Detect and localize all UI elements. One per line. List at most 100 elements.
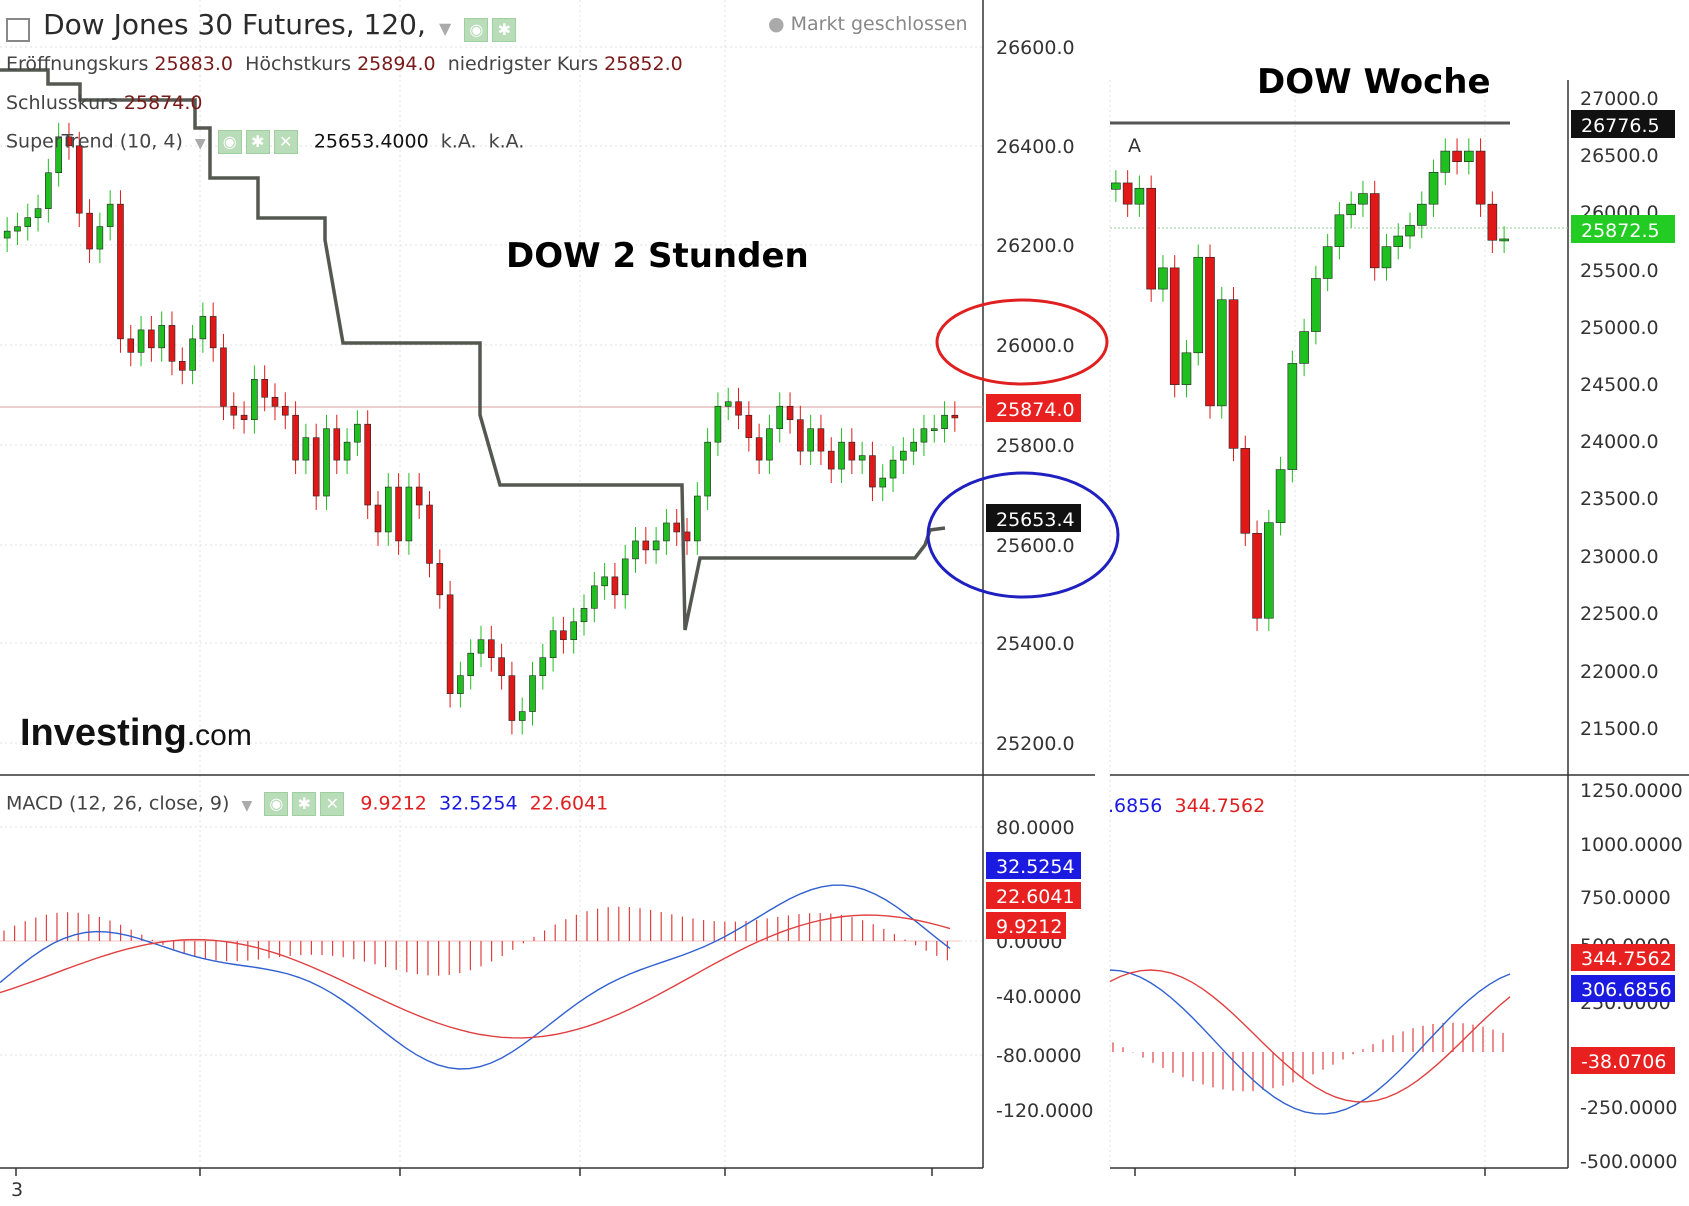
candle-body [766, 428, 773, 461]
candle-body [65, 136, 73, 147]
candle-body [1322, 246, 1333, 279]
svg-text:25800.0: 25800.0 [996, 435, 1075, 457]
candle-body [704, 441, 711, 497]
candle-body [364, 423, 371, 506]
candle-body [951, 414, 959, 419]
weekly-close-badge [1571, 215, 1675, 243]
svg-text:25653.4: 25653.4 [996, 509, 1075, 531]
candle-body [1499, 238, 1509, 242]
candle-body [889, 459, 897, 479]
candle-body [838, 441, 845, 470]
candle-body [405, 486, 413, 542]
macd-legend: MACD (12, 26, close, 9) ▼ ◉ ✱ ✕ 9.9212 32.… [6, 792, 609, 816]
close-icon[interactable]: ✕ [320, 792, 345, 816]
svg-text:23000.0: 23000.0 [1580, 546, 1659, 568]
svg-text:26500.0: 26500.0 [1580, 145, 1659, 167]
candle-body [1264, 522, 1274, 619]
candle-body [117, 203, 124, 340]
candle-body [1334, 214, 1345, 247]
svg-text:22000.0: 22000.0 [1580, 661, 1659, 683]
candle-body [302, 437, 310, 461]
gear-icon[interactable]: ✱ [292, 792, 317, 816]
supertrend-row: SuperTrend (10, 4) ▼ ◉ ✱ ✕ 25653.4000 k.A.… [6, 130, 525, 154]
candle-body [1393, 235, 1404, 247]
candle-body [436, 563, 444, 596]
candle-body [745, 414, 753, 438]
macd-line-weekly [1109, 969, 1511, 1115]
candle-body [663, 522, 670, 542]
eye-icon[interactable]: ◉ [264, 792, 289, 816]
supertrend-line [0, 68, 946, 631]
close-icon[interactable]: ✕ [273, 130, 298, 154]
candle-body [45, 172, 52, 209]
svg-text:22.6041: 22.6041 [996, 886, 1075, 908]
right-chart-label: DOW Woche [1257, 62, 1491, 102]
candle-body [735, 401, 742, 416]
candle-body [570, 621, 578, 641]
candle-body [281, 405, 289, 416]
candle-body [549, 630, 557, 658]
candle-body [673, 522, 681, 533]
candle-body [683, 531, 691, 542]
signal-line [0, 914, 951, 1039]
svg-text:25200.0: 25200.0 [996, 733, 1075, 755]
svg-text:25400.0: 25400.0 [996, 633, 1075, 655]
candle-body [1311, 278, 1321, 332]
supertrend-badge [986, 504, 1081, 532]
candle-body [488, 639, 495, 658]
candle-body [148, 329, 155, 349]
chevron-down-icon[interactable]: ▼ [194, 135, 206, 152]
svg-text:22500.0: 22500.0 [1580, 603, 1659, 625]
candle-body [209, 316, 217, 349]
collapse-icon[interactable] [6, 17, 30, 42]
candle-body [632, 540, 639, 560]
candle-body [1134, 187, 1145, 205]
svg-text:26200.0: 26200.0 [996, 235, 1075, 257]
candle-body [199, 316, 207, 340]
candle-body [127, 338, 135, 353]
level-badge [1571, 110, 1675, 138]
candle-body [415, 486, 423, 506]
candle-body [457, 675, 464, 694]
macd-line [0, 884, 951, 1070]
svg-text:25874.0: 25874.0 [996, 399, 1075, 421]
candle-body [1169, 267, 1180, 385]
candle-body [797, 419, 804, 452]
candle-body [900, 450, 907, 461]
candle-body [168, 325, 176, 362]
svg-text:306.6856: 306.6856 [1581, 979, 1672, 1001]
candles-2h [3, 122, 959, 735]
candle-body [230, 405, 238, 416]
candle-body [848, 441, 856, 461]
candle-body [642, 540, 650, 551]
candle-body [560, 630, 567, 641]
status-dot-icon: ● [768, 13, 785, 35]
eye-icon[interactable]: ◉ [464, 17, 489, 42]
svg-text:-40.0000: -40.0000 [996, 986, 1081, 1008]
candle-body [1228, 299, 1239, 449]
candle-body [240, 414, 248, 420]
chevron-down-icon[interactable]: ▼ [438, 19, 452, 38]
chevron-down-icon[interactable]: ▼ [241, 797, 253, 814]
eye-icon[interactable]: ◉ [217, 130, 242, 154]
candles-weekly [1111, 138, 1509, 631]
candle-body [869, 455, 876, 488]
gear-icon[interactable]: ✱ [492, 17, 517, 42]
candle-body [1405, 225, 1415, 237]
market-status: ● Markt geschlossen [768, 13, 968, 35]
candle-body [611, 576, 619, 596]
candle-body [694, 495, 701, 542]
candle-body [1240, 448, 1251, 534]
candle-body [446, 594, 454, 694]
svg-text:23500.0: 23500.0 [1580, 488, 1659, 510]
candle-body [158, 325, 165, 349]
candle-body [930, 428, 938, 431]
svg-text:26776.5: 26776.5 [1581, 115, 1660, 137]
candle-body [591, 585, 598, 609]
gear-icon[interactable]: ✱ [245, 130, 270, 154]
candle-body [220, 347, 227, 407]
candle-body [920, 428, 928, 443]
candle-body [817, 428, 825, 452]
svg-text:80.0000: 80.0000 [996, 817, 1075, 839]
